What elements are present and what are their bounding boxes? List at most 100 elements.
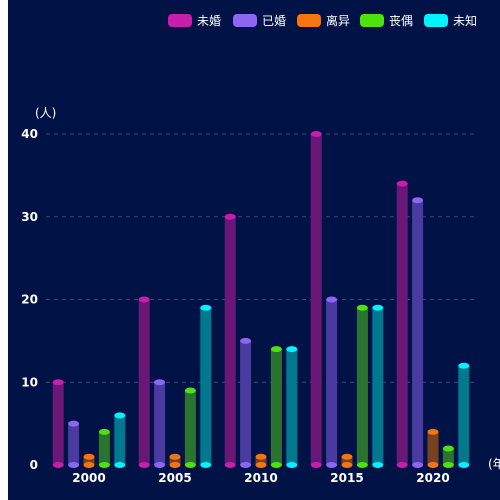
bar-body — [270, 349, 282, 465]
bar — [169, 453, 181, 468]
bar-top-cap — [341, 453, 353, 460]
bar-body — [200, 307, 212, 465]
bar-bottom-cap — [442, 462, 454, 468]
bar — [442, 445, 454, 468]
bar-bottom-cap — [240, 462, 252, 468]
bar-top-cap — [372, 304, 384, 311]
bar-top-cap — [52, 379, 64, 386]
bar-top-cap — [184, 387, 196, 394]
bar-bottom-cap — [98, 462, 110, 468]
bar-top-cap — [270, 346, 282, 353]
bar — [356, 304, 368, 468]
bar-bottom-cap — [154, 462, 166, 468]
bar — [68, 420, 80, 468]
bar-bottom-cap — [310, 462, 322, 468]
bar — [326, 296, 338, 468]
x-axis-ticks: 2000 2005 2010 2015 2020 — [72, 471, 449, 485]
bar-bottom-cap — [255, 462, 267, 468]
legend-item[interactable]: 离异 — [297, 13, 350, 28]
bar-bottom-cap — [286, 462, 298, 468]
bars — [52, 131, 470, 468]
y-tick-label: 0 — [30, 458, 38, 472]
x-tick-label: 2015 — [330, 471, 363, 485]
legend-swatch — [168, 14, 192, 27]
y-tick-label: 10 — [21, 375, 38, 389]
legend-item[interactable]: 未婚 — [168, 14, 221, 28]
chart-container: 未婚 已婚 离异 丧偶 未知 0 10 20 30 40 2000 2005 2010 2015 202… — [8, 0, 500, 500]
bar-top-cap — [114, 412, 126, 419]
bar-top-cap — [310, 131, 322, 137]
bar-top-cap — [286, 346, 298, 353]
bar-chart: 未婚 已婚 离异 丧偶 未知 0 10 20 30 40 2000 2005 2010 2015 202… — [21, 13, 500, 485]
bar-bottom-cap — [169, 462, 181, 468]
x-tick-label: 2010 — [244, 471, 277, 485]
bar-bottom-cap — [356, 462, 368, 468]
bar-body — [255, 456, 267, 465]
bar-bottom-cap — [326, 462, 338, 468]
x-tick-label: 2005 — [158, 471, 191, 485]
bar — [286, 346, 298, 468]
x-tick-label: 2020 — [416, 471, 449, 485]
bar-body — [52, 382, 64, 465]
bar — [138, 296, 150, 468]
bar-body — [442, 448, 454, 465]
bar-bottom-cap — [372, 462, 384, 468]
bar-bottom-cap — [458, 462, 470, 468]
y-tick-label: 20 — [21, 293, 38, 307]
bar-top-cap — [68, 420, 80, 427]
legend-item[interactable]: 已婚 — [233, 14, 286, 28]
bar-top-cap — [326, 296, 338, 303]
y-axis-label: (人) — [35, 106, 56, 120]
bar-body — [98, 431, 110, 465]
bar-body — [286, 349, 298, 465]
bar — [200, 304, 212, 468]
bar-top-cap — [412, 197, 424, 204]
bar-bottom-cap — [138, 462, 150, 468]
bar-body — [396, 183, 408, 465]
legend-item[interactable]: 丧偶 — [360, 14, 413, 28]
x-axis-label: (年 — [488, 457, 500, 471]
bar-top-cap — [98, 428, 110, 435]
bar-body — [326, 299, 338, 465]
bar-top-cap — [255, 453, 267, 460]
bar-bottom-cap — [341, 462, 353, 468]
bar-body — [68, 423, 80, 465]
bar — [114, 412, 126, 468]
legend-label: 未知 — [453, 14, 477, 28]
bar-top-cap — [154, 379, 166, 386]
bar-top-cap — [442, 445, 454, 452]
legend-swatch — [297, 14, 321, 27]
bar — [310, 131, 322, 468]
bar-top-cap — [458, 362, 470, 369]
bar — [98, 428, 110, 468]
bar-top-cap — [396, 180, 408, 187]
legend-swatch — [424, 14, 448, 27]
bar-bottom-cap — [184, 462, 196, 468]
bar — [427, 428, 439, 468]
x-tick-label: 2000 — [72, 471, 105, 485]
bar — [255, 453, 267, 468]
bar-body — [356, 307, 368, 465]
bar-top-cap — [356, 304, 368, 311]
legend: 未婚 已婚 离异 丧偶 未知 — [168, 13, 477, 28]
bar-top-cap — [83, 453, 95, 460]
bar-body — [427, 431, 439, 465]
bar-body — [372, 307, 384, 465]
bar — [412, 197, 424, 468]
legend-item[interactable]: 未知 — [424, 14, 477, 28]
legend-label: 离异 — [326, 13, 350, 28]
bar-top-cap — [169, 453, 181, 460]
bar-body — [341, 456, 353, 465]
bar-bottom-cap — [270, 462, 282, 468]
y-tick-label: 30 — [21, 210, 38, 224]
bar — [154, 379, 166, 468]
legend-swatch — [360, 14, 384, 27]
bar-top-cap — [200, 304, 212, 311]
y-tick-label: 40 — [21, 127, 38, 141]
legend-label: 丧偶 — [389, 14, 413, 28]
bar — [372, 304, 384, 468]
legend-label: 已婚 — [262, 14, 286, 28]
bar-bottom-cap — [427, 462, 439, 468]
bar-top-cap — [138, 296, 150, 303]
bar-bottom-cap — [68, 462, 80, 468]
